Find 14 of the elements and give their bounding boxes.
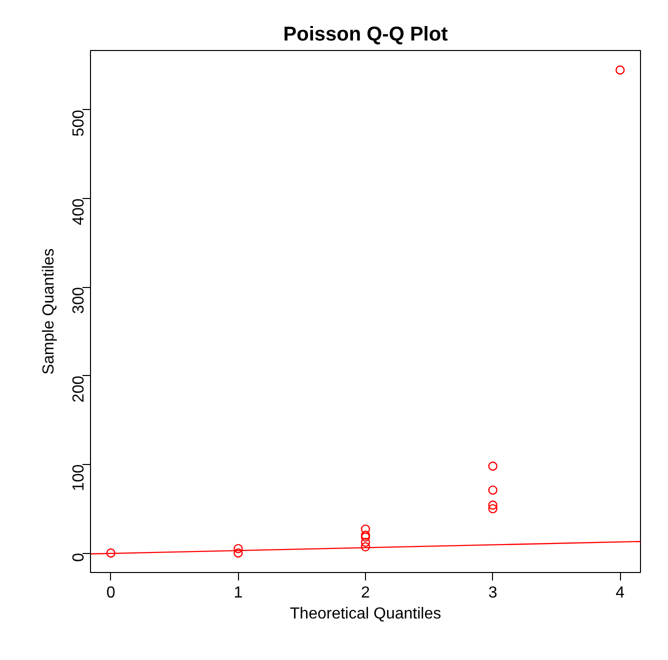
- chart-title: Poisson Q-Q Plot: [283, 24, 448, 46]
- y-tick-label: 0: [70, 552, 88, 562]
- y-tick-label: 500: [70, 110, 88, 137]
- y-tick-label: 100: [70, 464, 88, 492]
- y-tick-label: 400: [70, 198, 88, 226]
- x-tick-label: 1: [234, 584, 243, 602]
- x-tick-label: 3: [488, 584, 498, 602]
- x-axis-title: Theoretical Quantiles: [290, 606, 442, 622]
- y-tick-label: 200: [70, 376, 88, 402]
- y-axis-title: Sample Quantiles: [40, 248, 58, 375]
- x-tick-label: 2: [361, 584, 370, 602]
- y-tick-label: 300: [70, 287, 88, 314]
- x-tick-label: 4: [616, 584, 625, 602]
- x-tick-label: 0: [106, 584, 116, 602]
